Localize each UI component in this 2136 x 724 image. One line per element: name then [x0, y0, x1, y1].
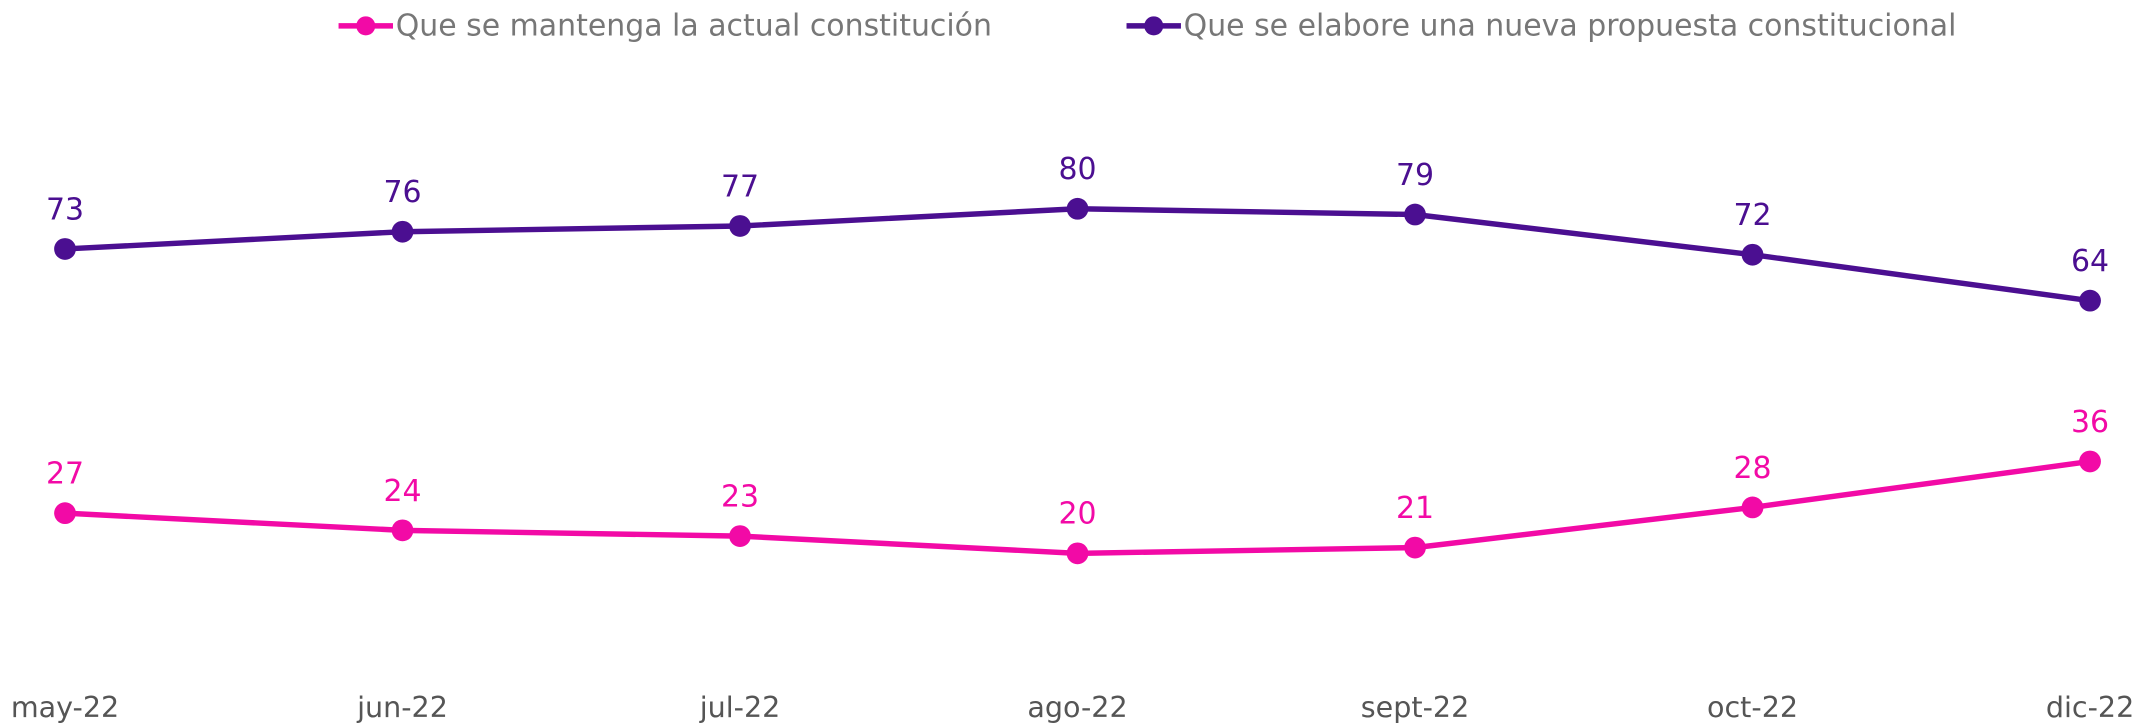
x-tick-label: sept-22: [1361, 690, 1469, 724]
data-label: 80: [1058, 152, 1096, 187]
data-label: 73: [46, 192, 84, 227]
data-label: 76: [383, 175, 421, 210]
data-label: 28: [1733, 451, 1771, 486]
x-tick-label: jul-22: [699, 690, 781, 724]
data-label: 20: [1058, 497, 1096, 532]
data-label: 23: [721, 480, 759, 515]
data-label: 77: [721, 169, 759, 204]
data-point: [1741, 496, 1764, 519]
data-point: [729, 525, 751, 548]
data-label: 79: [1396, 158, 1434, 193]
series-line: [64, 206, 2091, 304]
data-point: [729, 215, 751, 237]
data-point: [1066, 542, 1089, 565]
data-label: 64: [2071, 244, 2109, 279]
data-point: [391, 220, 414, 243]
data-point: [1741, 243, 1764, 266]
data-label: 72: [1733, 198, 1771, 233]
data-point: [54, 238, 76, 260]
data-label: 21: [1396, 491, 1434, 526]
data-label: 24: [383, 474, 421, 509]
legend-marker: [356, 16, 376, 36]
data-point: [54, 502, 76, 525]
data-label: 27: [46, 457, 84, 492]
x-tick-label: jun-22: [356, 690, 448, 724]
x-tick-label: dic-22: [2046, 690, 2134, 724]
x-tick-label: ago-22: [1027, 690, 1127, 724]
x-tick-label: may-22: [11, 690, 119, 724]
legend-marker: [1144, 16, 1164, 36]
data-label: 36: [2071, 405, 2109, 440]
data-point: [2079, 289, 2101, 312]
data-point: [1404, 536, 1426, 559]
data-point: [391, 519, 414, 542]
legend-label: Que se elabore una nueva propuesta const…: [1184, 9, 1957, 44]
data-point: [2079, 450, 2101, 473]
data-point: [1066, 197, 1089, 220]
data-point: [1404, 203, 1426, 226]
x-tick-label: oct-22: [1707, 690, 1798, 724]
legend-label: Que se mantenga la actual constitución: [396, 9, 992, 44]
